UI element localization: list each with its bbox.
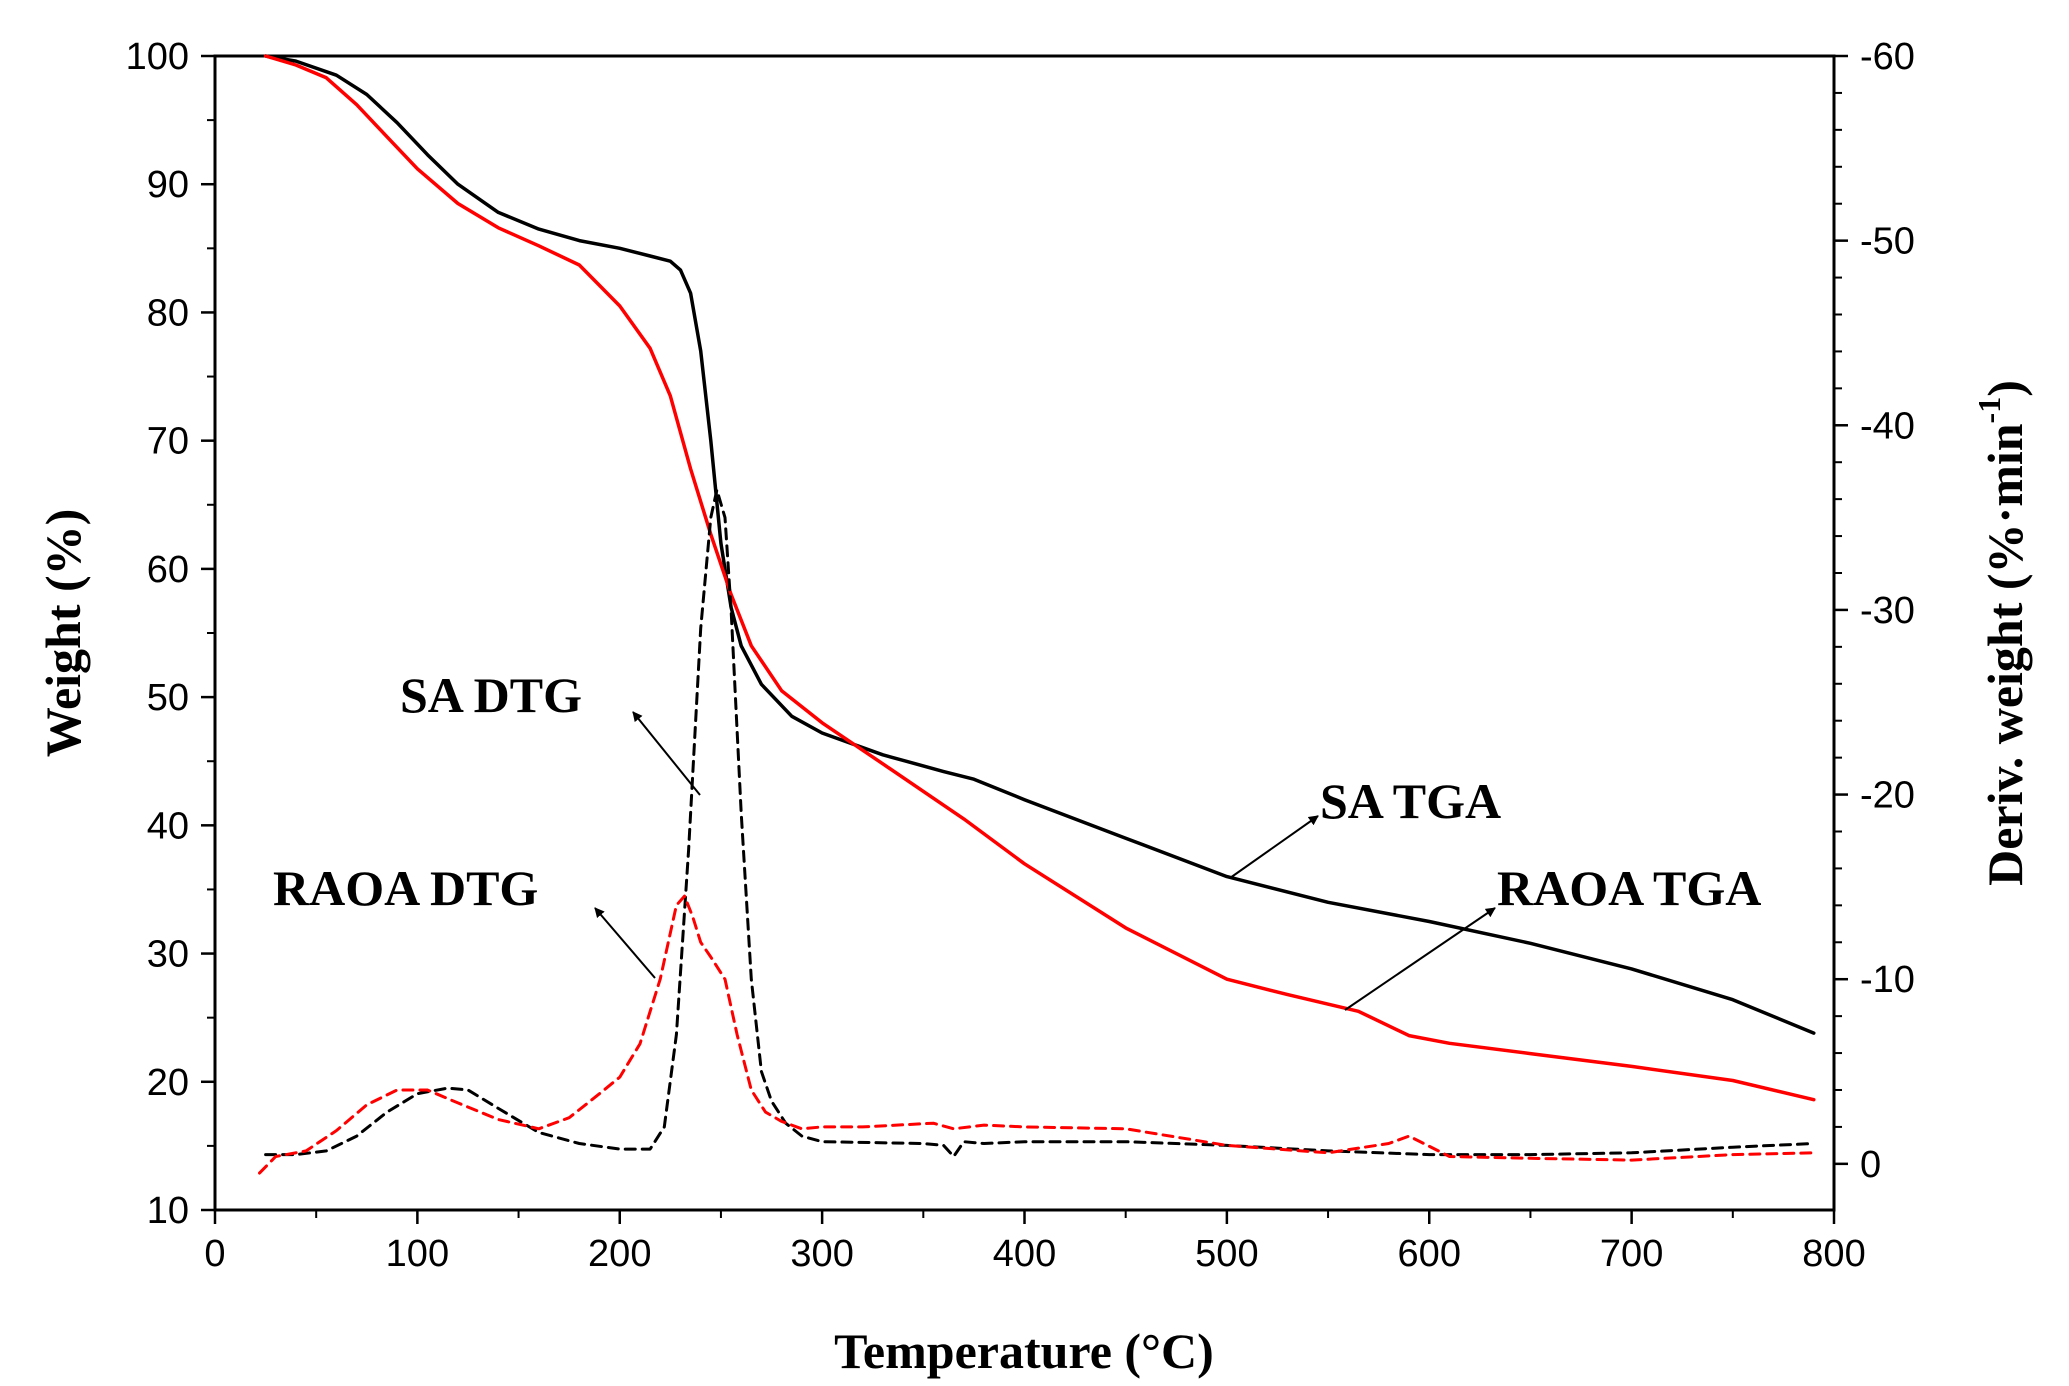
y-tick-label: 10 [147,1190,189,1232]
raoa-dtg-arrow [595,908,655,978]
x-tick-label: 100 [386,1233,449,1275]
x-axis-title: Temperature (°C) [834,1323,1214,1379]
y-tick-label: 100 [126,36,189,78]
y-tick-label: 20 [147,1062,189,1104]
y-tick-label: 50 [147,677,189,719]
series-layer [260,56,1814,1173]
series-raoa-dtg [260,896,1814,1173]
x-tick-label: 600 [1398,1233,1461,1275]
y2-tick-label: -10 [1860,959,1915,1001]
x-tick-label: 200 [588,1233,651,1275]
sa-tga-arrow [1230,816,1318,878]
y2-axis-title-sup: -1 [1971,397,2007,424]
y2-axis-title-close: ) [1977,380,2033,397]
x-axis-ticks: 0 100 200 300 400 500 600 700 800 [204,1210,1865,1275]
y-tick-label: 30 [147,934,189,976]
tga-dtg-chart: 0 100 200 300 400 500 600 700 800 10203040506070… [0,0,2069,1386]
annotations: SA DTG RAOA DTG SA TGA RAOA TGA [273,667,1761,1010]
x-tick-label: 800 [1802,1233,1865,1275]
raoa-tga-arrow [1345,908,1495,1010]
x-tick-label: 500 [1195,1233,1258,1275]
y2-tick-label: -20 [1860,775,1915,817]
y2-axis-title: Deriv. weight (%·min-1) [1971,380,2033,886]
series-sa-dtg [266,490,1814,1157]
sa-dtg-arrow [633,712,700,795]
y-axis-title: Weight (%) [35,509,91,758]
raoa-dtg-label: RAOA DTG [273,860,538,916]
y-tick-label: 90 [147,164,189,206]
y2-tick-label: 0 [1860,1144,1881,1186]
y2-axis-ticks: 0 -10 -20 -30 -40 -50 -60 [1834,36,1915,1186]
plot-frame [215,56,1834,1210]
x-tick-label: 300 [790,1233,853,1275]
y-tick-label: 80 [147,292,189,334]
y-tick-label: 70 [147,421,189,463]
x-tick-label: 400 [993,1233,1056,1275]
raoa-tga-label: RAOA TGA [1497,860,1761,916]
y2-axis-title-main: Deriv. weight (%·min [1977,423,2033,886]
y2-tick-label: -60 [1860,36,1915,78]
sa-dtg-label: SA DTG [400,667,582,723]
sa-tga-label: SA TGA [1320,773,1501,829]
y-tick-label: 40 [147,805,189,847]
y2-tick-label: -30 [1860,590,1915,632]
y-axis-ticks: 10 20 30 40 50 60 70 80 90 100 [126,36,215,1232]
x-tick-label: 0 [204,1233,225,1275]
y-tick-label: 60 [147,549,189,591]
y2-tick-label: -50 [1860,221,1915,263]
x-tick-label: 700 [1600,1233,1663,1275]
y2-tick-label: -40 [1860,405,1915,447]
